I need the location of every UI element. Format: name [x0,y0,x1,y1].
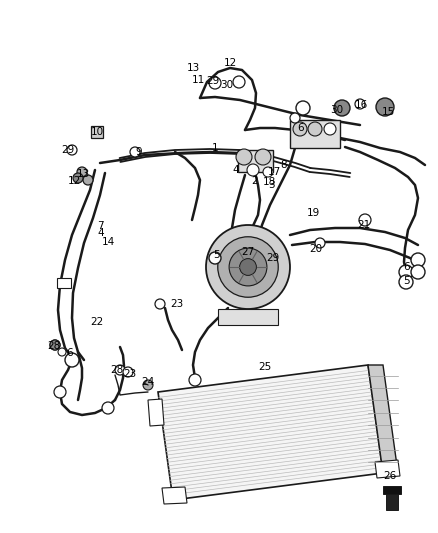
Circle shape [130,147,140,157]
Text: 30: 30 [330,105,343,115]
Bar [91,126,103,138]
Text: 1: 1 [212,143,218,153]
Circle shape [240,259,256,276]
Circle shape [236,149,252,165]
Text: 19: 19 [306,208,320,218]
Text: 12: 12 [223,58,237,68]
Circle shape [218,237,278,297]
Circle shape [255,149,271,165]
Text: 25: 25 [258,362,272,372]
Circle shape [399,275,413,289]
Circle shape [233,76,245,88]
Text: 3: 3 [268,180,274,190]
Circle shape [67,145,77,155]
Circle shape [73,173,83,183]
Text: 4: 4 [98,228,104,238]
Text: 8: 8 [281,160,287,170]
Text: 15: 15 [381,107,395,117]
Circle shape [155,299,165,309]
Text: 23: 23 [170,299,184,309]
Text: 10: 10 [90,127,103,137]
Circle shape [334,100,350,116]
Bar [238,150,273,172]
Circle shape [189,374,201,386]
Circle shape [209,77,221,89]
Circle shape [209,252,221,264]
Polygon shape [368,365,398,473]
Circle shape [376,98,394,116]
Text: 21: 21 [357,220,371,230]
Circle shape [263,167,273,177]
Circle shape [293,122,307,136]
Text: 28: 28 [47,341,60,351]
Bar [290,120,340,148]
Circle shape [315,238,325,248]
Circle shape [290,113,300,123]
Text: 24: 24 [141,377,155,387]
Circle shape [65,353,79,367]
Text: 16: 16 [354,100,367,110]
Text: 6: 6 [67,348,73,358]
Text: 14: 14 [101,237,115,247]
Text: 6: 6 [298,123,304,133]
Circle shape [83,175,93,185]
Polygon shape [148,399,164,426]
Circle shape [77,167,87,177]
Circle shape [308,122,322,136]
Circle shape [102,402,114,414]
Text: 29: 29 [61,145,74,155]
Polygon shape [162,487,187,504]
Text: 9: 9 [136,147,142,157]
Polygon shape [375,460,400,478]
Circle shape [58,348,66,356]
Circle shape [355,99,365,109]
Circle shape [324,123,336,135]
Circle shape [54,386,66,398]
Text: 5: 5 [213,250,219,260]
Text: 27: 27 [241,247,254,257]
Text: 4: 4 [233,165,239,175]
Circle shape [399,265,413,279]
Bar [383,486,401,494]
Circle shape [123,367,133,377]
Text: 7: 7 [97,221,103,231]
Bar [57,278,71,288]
Circle shape [115,365,125,375]
Circle shape [143,380,153,390]
Text: 11: 11 [191,75,205,85]
Text: 28: 28 [110,365,124,375]
Circle shape [50,340,60,350]
Polygon shape [158,365,383,500]
Text: 6: 6 [404,262,410,272]
Circle shape [411,265,425,279]
Text: 13: 13 [187,63,200,73]
Circle shape [359,214,371,226]
Circle shape [296,101,310,115]
Circle shape [247,164,259,176]
Text: 29: 29 [206,76,219,86]
Text: 17: 17 [267,167,281,177]
Bar [386,488,398,510]
Text: 2: 2 [252,176,258,186]
Circle shape [411,253,425,267]
Circle shape [50,340,60,350]
Text: 23: 23 [124,369,137,379]
Circle shape [229,248,267,286]
Text: 26: 26 [383,471,397,481]
Text: 5: 5 [404,276,410,286]
Text: 30: 30 [220,80,233,90]
Text: 18: 18 [262,177,276,187]
Circle shape [206,225,290,309]
Text: 20: 20 [309,244,322,254]
Text: 13: 13 [76,169,90,179]
Text: 29: 29 [266,253,279,263]
Bar [218,309,278,325]
Text: 22: 22 [90,317,104,327]
Text: 12: 12 [67,176,81,186]
